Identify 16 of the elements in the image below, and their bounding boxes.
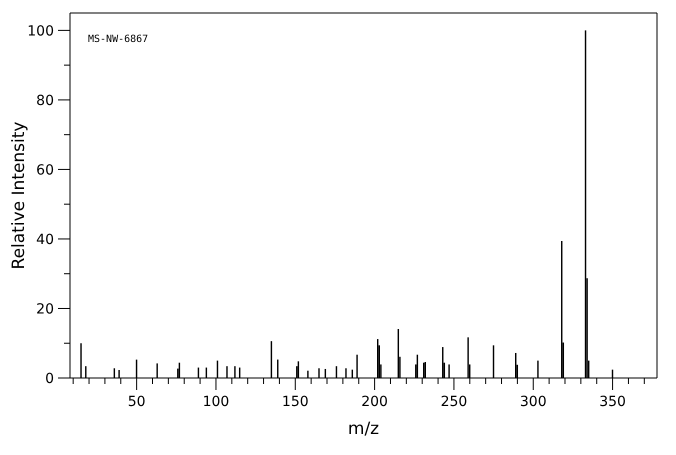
x-tick-label: 100 bbox=[202, 394, 230, 410]
x-tick-label: 200 bbox=[361, 394, 388, 410]
x-tick-label: 300 bbox=[520, 394, 547, 410]
y-tick-label: 40 bbox=[36, 232, 54, 248]
y-tick-label: 60 bbox=[36, 162, 54, 178]
x-tick-label: 50 bbox=[128, 394, 146, 410]
x-axis-title: m/z bbox=[348, 419, 380, 439]
y-axis-title: Relative Intensity bbox=[9, 122, 30, 270]
y-tick-label: 80 bbox=[36, 92, 54, 109]
y-tick-label: 0 bbox=[45, 371, 54, 387]
x-tick-label: 250 bbox=[440, 394, 468, 410]
y-tick-label: 20 bbox=[36, 301, 54, 318]
y-tick-label: 100 bbox=[27, 23, 54, 40]
annotation: MS-NW-6867 bbox=[88, 34, 148, 45]
x-tick-label: 350 bbox=[599, 394, 626, 410]
x-tick-label: 150 bbox=[282, 394, 309, 410]
